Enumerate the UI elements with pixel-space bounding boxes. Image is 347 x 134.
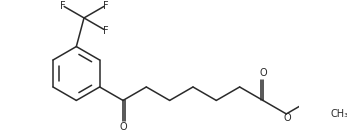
Text: CH₃: CH₃ bbox=[331, 109, 347, 119]
Text: O: O bbox=[283, 113, 291, 123]
Text: O: O bbox=[119, 122, 127, 132]
Text: F: F bbox=[60, 1, 65, 11]
Text: F: F bbox=[103, 26, 109, 36]
Text: F: F bbox=[103, 1, 109, 11]
Text: O: O bbox=[259, 68, 267, 79]
